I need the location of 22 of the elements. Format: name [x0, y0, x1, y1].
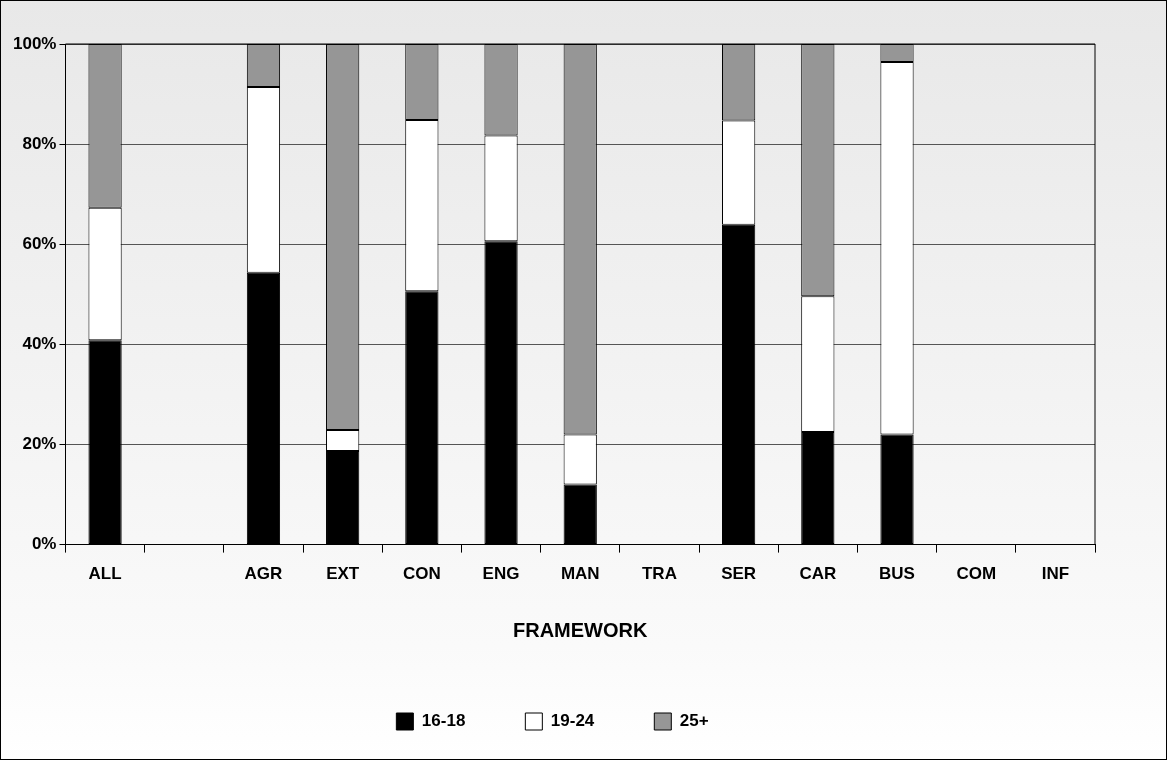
legend-label: 19-24 — [550, 711, 595, 731]
y-tick-label: 20% — [22, 434, 57, 454]
y-tick-label: 60% — [22, 233, 57, 253]
x-tick-label: CAR — [799, 564, 837, 584]
legend-label: 25+ — [679, 711, 709, 731]
x-tick-label: ALL — [88, 564, 122, 584]
x-tick-label: SER — [721, 564, 757, 584]
x-tick-label: COM — [956, 564, 997, 584]
y-tick-label: 80% — [22, 133, 57, 153]
x-tick-label: AGR — [244, 564, 283, 584]
x-tick-label: CON — [402, 564, 441, 584]
x-tick-label: BUS — [879, 564, 915, 584]
x-tick-label: MAN — [560, 564, 600, 584]
x-tick-label: TRA — [641, 564, 677, 584]
legend-label: 16-18 — [421, 711, 466, 731]
x-tick-label: ENG — [482, 564, 520, 584]
y-tick-label: 100% — [13, 33, 57, 53]
x-tick-label: INF — [1041, 564, 1070, 584]
y-tick-label: 40% — [22, 334, 57, 354]
x-tick-label: EXT — [326, 564, 360, 584]
y-tick-label: 0% — [31, 534, 57, 554]
x-axis-title: FRAMEWORK — [513, 618, 648, 641]
